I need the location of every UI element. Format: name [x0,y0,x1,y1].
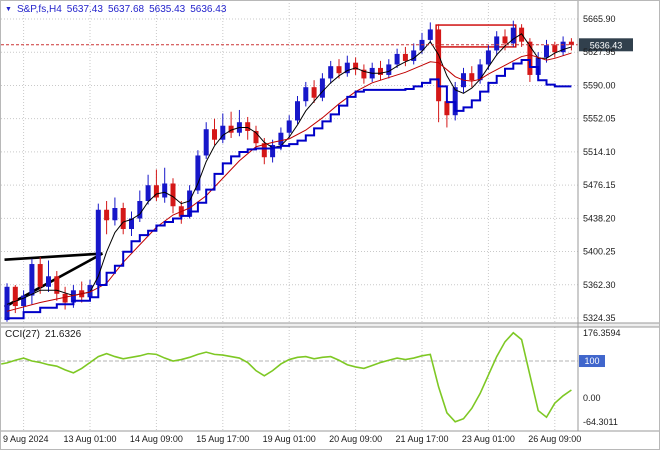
symbol-marker-icon[interactable]: ▼ [5,5,12,13]
svg-text:19 Aug 01:00: 19 Aug 01:00 [263,434,316,444]
svg-text:176.3594: 176.3594 [583,328,621,338]
svg-text:0.00: 0.00 [583,393,601,403]
svg-text:13 Aug 01:00: 13 Aug 01:00 [63,434,116,444]
time-axis[interactable]: 9 Aug 2024 13 Aug 01:00 14 Aug 09:00 15 Aug… [3,434,581,444]
svg-text:5476.15: 5476.15 [583,180,616,190]
svg-text:26 Aug 09:00: 26 Aug 09:00 [528,434,581,444]
quote-low: 5635.43 [149,4,186,15]
panel-frames [1,1,659,432]
price-axis[interactable]: 5665.90 5627.95 5590.00 5552.05 5514.10 5476.… [583,14,621,427]
svg-text:21 Aug 17:00: 21 Aug 17:00 [395,434,448,444]
svg-text:5627.95: 5627.95 [583,47,616,57]
svg-text:9 Aug 2024: 9 Aug 2024 [3,434,49,444]
current-price-badge: 5636.43 [579,38,633,52]
svg-text:23 Aug 01:00: 23 Aug 01:00 [462,434,515,444]
ma-overlays [6,33,572,320]
svg-text:5362.30: 5362.30 [583,280,616,290]
cci-line [1,331,572,423]
quote-high: 5637.68 [107,4,145,15]
svg-text:5590.00: 5590.00 [583,80,616,90]
svg-text:5665.90: 5665.90 [583,14,616,24]
svg-text:5552.05: 5552.05 [583,114,616,124]
svg-text:15 Aug 17:00: 15 Aug 17:00 [196,434,249,444]
svg-text:100: 100 [584,356,599,366]
indicator-label: CCI(27) 21.6326 [5,329,81,340]
svg-text:5636.43: 5636.43 [590,40,623,50]
svg-text:20 Aug 09:00: 20 Aug 09:00 [329,434,382,444]
indicator-value: 21.6326 [45,329,82,340]
svg-text:-64.3011: -64.3011 [583,417,618,427]
svg-text:5324.35: 5324.35 [583,313,616,323]
quote-bar: ▼ S&P,fs,H4 5637.43 5637.68 5635.43 5636… [5,4,226,15]
svg-text:5514.10: 5514.10 [583,147,616,157]
indicator-name: CCI(27) [5,329,41,340]
symbol-name: S&P,fs,H4 [16,4,62,15]
svg-text:5400.25: 5400.25 [583,247,616,257]
quote-close: 5636.43 [190,4,227,15]
quote-open: 5637.43 [66,4,103,15]
svg-text:14 Aug 09:00: 14 Aug 09:00 [130,434,183,444]
svg-text:5438.20: 5438.20 [583,213,616,223]
cci-level-badge: 100 [579,355,605,368]
